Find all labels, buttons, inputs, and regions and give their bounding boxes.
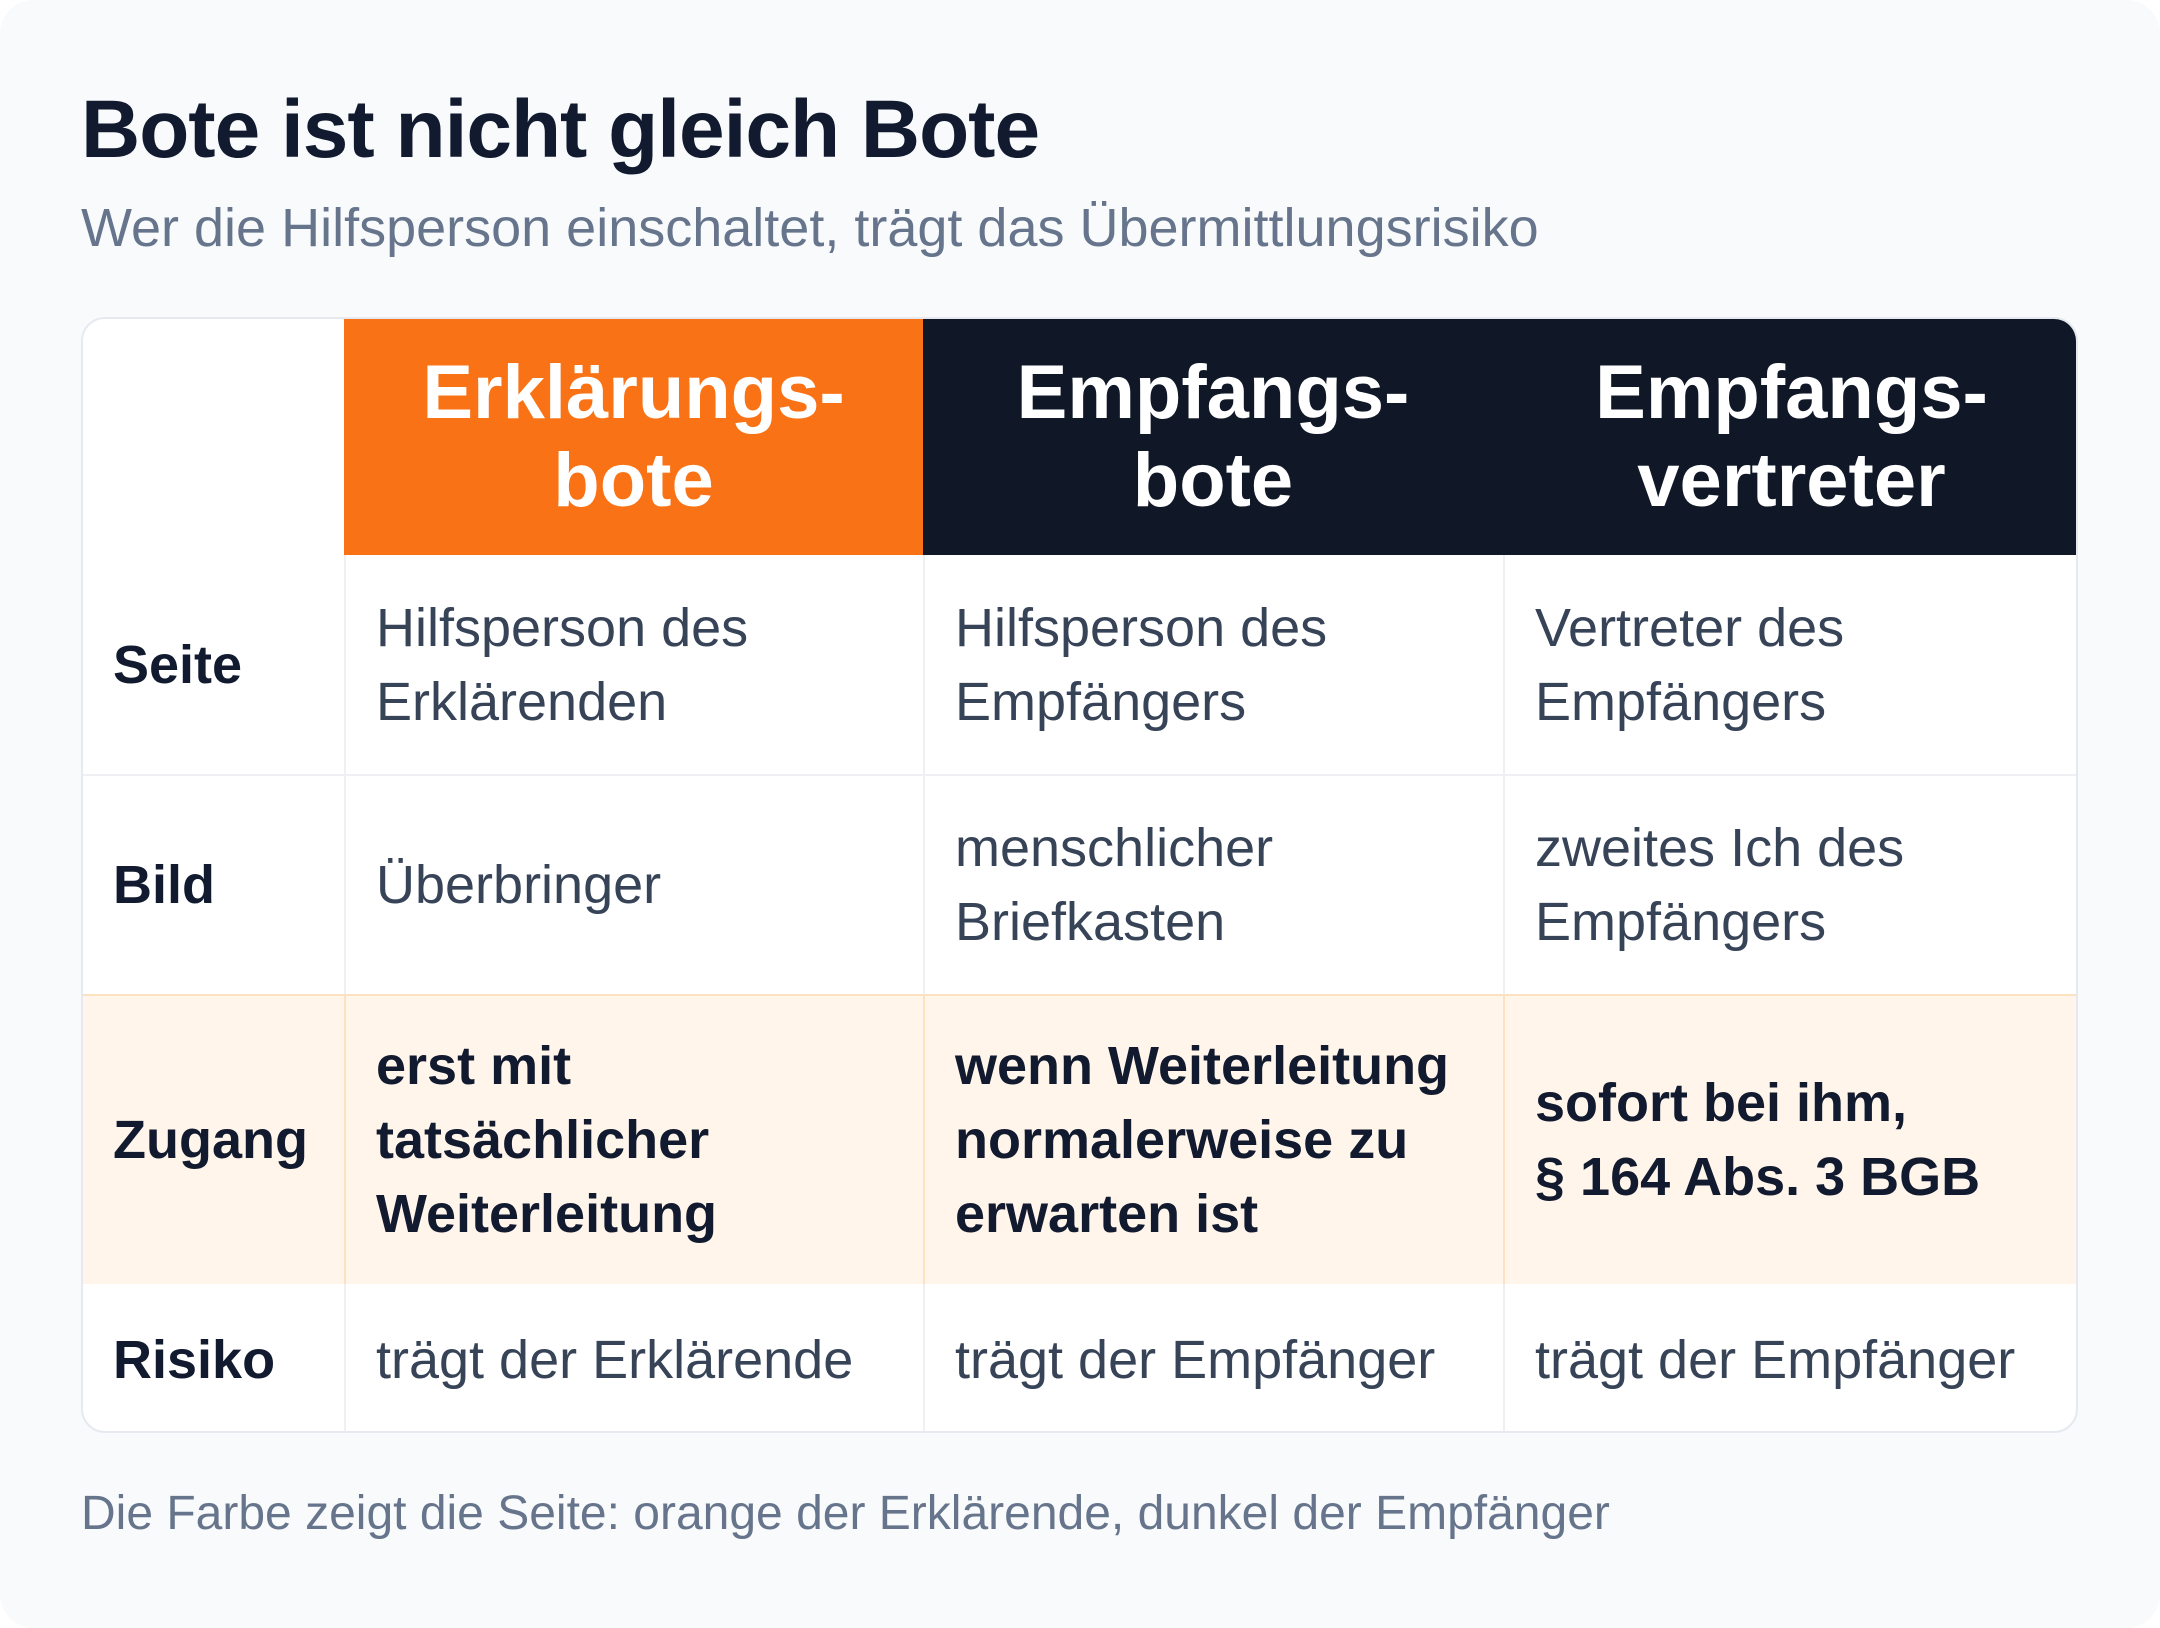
header-line: bote (1132, 438, 1294, 523)
cell-line: Empfängers (1535, 892, 1827, 952)
header-erklaerungsbote: Erklärungs- bote (344, 319, 923, 555)
table-cell: Hilfsperson des Erklärenden (344, 555, 923, 774)
cell-line: Briefkasten (955, 892, 1226, 952)
header-line: Empfangs- (1016, 350, 1410, 435)
page-subtitle: Wer die Hilfsperson einschaltet, trägt d… (81, 198, 1539, 258)
row-label-text: Risiko (113, 1329, 276, 1390)
legend-footnote: Die Farbe zeigt die Seite: orange der Er… (81, 1487, 1610, 1540)
row-label-text: Zugang (113, 1110, 308, 1170)
row-divider (83, 994, 2076, 996)
cell-line: Vertreter des (1535, 597, 1845, 658)
cell-line: trägt der Erklärende (376, 1329, 854, 1390)
header-empfangsvertreter: Empfangs- vertreter (1503, 319, 2076, 555)
table-cell: trägt der Empfänger (1503, 1284, 2076, 1431)
header-line: Empfangs- (1595, 350, 1988, 435)
row-label-zugang: Zugang (83, 996, 344, 1284)
cell-line: Weiterleitung (376, 1184, 718, 1244)
header-line: bote (553, 438, 714, 523)
table-cell: trägt der Empfänger (923, 1284, 1503, 1431)
row-label-text: Seite (113, 634, 243, 695)
cell-line: sofort bei ihm, (1535, 1073, 1908, 1133)
cell-line: wenn Weiterleitung (955, 1036, 1450, 1096)
row-label-seite: Seite (83, 555, 344, 774)
row-divider (83, 774, 2076, 776)
comparison-table: Erklärungs- bote Empfangs- bote Empfangs… (81, 317, 2078, 1433)
cell-line: Überbringer (376, 855, 662, 915)
cell-line: erst mit (376, 1036, 572, 1096)
cell-line: Hilfsperson des (955, 597, 1328, 658)
row-label-text: Bild (113, 855, 215, 915)
header-line: vertreter (1637, 438, 1946, 523)
table-cell: sofort bei ihm, § 164 Abs. 3 BGB (1503, 996, 2076, 1284)
row-label-bild: Bild (83, 776, 344, 994)
row-label-risiko: Risiko (83, 1284, 344, 1431)
cell-line: trägt der Empfänger (1535, 1329, 2016, 1390)
cell-line: Erklärenden (376, 671, 668, 732)
cell-line: tatsächlicher (376, 1110, 710, 1170)
table-cell: trägt der Erklärende (344, 1284, 923, 1431)
table-cell: erst mit tatsächlicher Weiterleitung (344, 996, 923, 1284)
table-cell: menschlicher Briefkasten (923, 776, 1503, 994)
table-cell: wenn Weiterleitung normalerweise zu erwa… (923, 996, 1503, 1284)
cell-line: normalerweise zu (955, 1110, 1409, 1170)
header-empfangsbote: Empfangs- bote (923, 319, 1503, 555)
cell-line: Empfängers (955, 671, 1247, 732)
cell-line: trägt der Empfänger (955, 1329, 1436, 1390)
cell-line: § 164 Abs. 3 BGB (1535, 1147, 1981, 1207)
table-cell: Hilfsperson des Empfängers (923, 555, 1503, 774)
table-cell: Vertreter des Empfängers (1503, 555, 2076, 774)
header-empty-corner (83, 319, 344, 555)
page-title: Bote ist nicht gleich Bote (81, 84, 1040, 175)
cell-line: zweites Ich des (1535, 818, 1905, 878)
cell-line: Hilfsperson des (376, 597, 749, 658)
cell-line: erwarten ist (955, 1184, 1259, 1244)
cell-line: Empfängers (1535, 671, 1827, 732)
table-cell: Überbringer (344, 776, 923, 994)
cell-line: menschlicher (955, 818, 1274, 878)
header-line: Erklärungs- (422, 350, 845, 435)
table-cell: zweites Ich des Empfängers (1503, 776, 2076, 994)
